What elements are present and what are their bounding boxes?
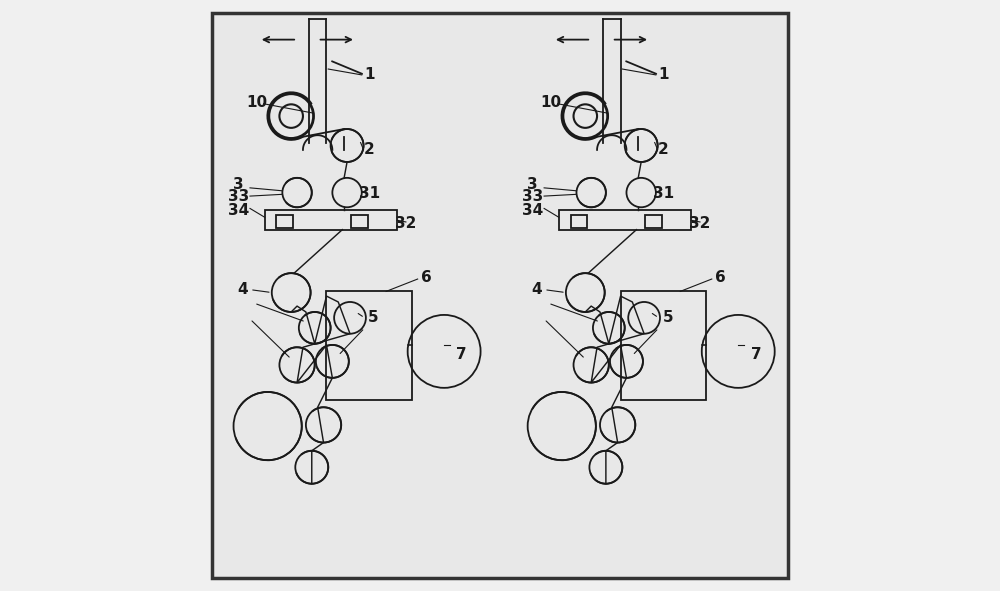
Bar bbox=[265, 210, 397, 230]
Text: 7: 7 bbox=[751, 347, 761, 362]
Text: 7: 7 bbox=[456, 347, 467, 362]
Text: 32: 32 bbox=[689, 216, 711, 231]
Text: 34: 34 bbox=[522, 203, 543, 217]
Text: 33: 33 bbox=[228, 189, 249, 204]
Bar bbox=[351, 215, 368, 228]
Text: 2: 2 bbox=[364, 142, 375, 157]
Text: 31: 31 bbox=[653, 186, 674, 202]
Text: 5: 5 bbox=[662, 310, 673, 326]
Bar bbox=[621, 291, 706, 400]
Bar bbox=[645, 215, 662, 228]
Bar bbox=[276, 215, 293, 228]
Text: 10: 10 bbox=[541, 95, 562, 110]
Text: 1: 1 bbox=[364, 67, 375, 82]
Text: 6: 6 bbox=[421, 270, 432, 285]
Bar bbox=[559, 210, 691, 230]
Text: 3: 3 bbox=[527, 177, 538, 193]
FancyBboxPatch shape bbox=[212, 13, 788, 578]
Text: 1: 1 bbox=[658, 67, 669, 82]
Text: 34: 34 bbox=[228, 203, 249, 217]
Text: 3: 3 bbox=[233, 177, 244, 193]
Text: 4: 4 bbox=[531, 282, 542, 297]
Bar bbox=[571, 215, 587, 228]
Text: 33: 33 bbox=[522, 189, 543, 204]
Text: 6: 6 bbox=[715, 270, 726, 285]
Text: 5: 5 bbox=[368, 310, 379, 326]
Text: 2: 2 bbox=[658, 142, 669, 157]
Text: 31: 31 bbox=[359, 186, 380, 202]
Bar bbox=[326, 291, 412, 400]
Text: 4: 4 bbox=[237, 282, 248, 297]
Text: 32: 32 bbox=[395, 216, 417, 231]
Text: 10: 10 bbox=[247, 95, 268, 110]
